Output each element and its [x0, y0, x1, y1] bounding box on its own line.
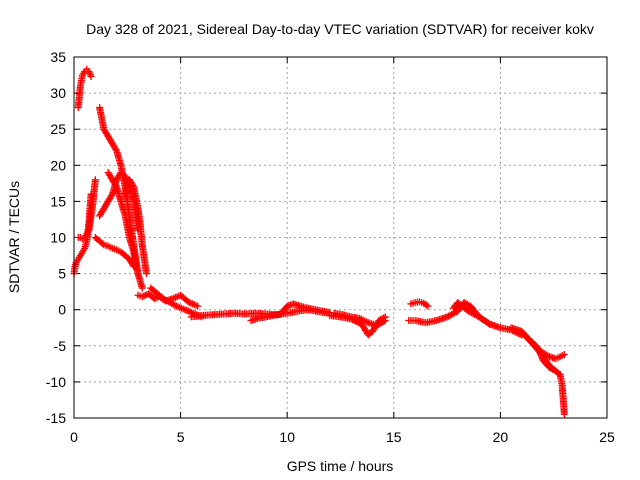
- plot-frame: [73, 56, 608, 419]
- series-arc-flat-b: [247, 300, 334, 325]
- data-point-trail: [445, 312, 453, 320]
- data-point-trail: [171, 301, 179, 309]
- series-arc-late-c: [449, 298, 526, 339]
- y-tick-label: 0: [58, 302, 66, 318]
- y-tick-label: -15: [46, 410, 66, 426]
- data-point-trail: [472, 311, 480, 319]
- data-point: [142, 270, 150, 278]
- y-tick-label: 15: [50, 193, 66, 209]
- data-point-trail: [129, 182, 137, 190]
- y-tick-label: 10: [50, 230, 66, 246]
- y-tick-label: 30: [50, 85, 66, 101]
- data-point: [194, 302, 202, 310]
- data-point-trail: [380, 317, 388, 325]
- x-tick-label: 20: [493, 429, 509, 445]
- data-point: [87, 72, 95, 80]
- data-point: [560, 350, 568, 358]
- data-point-trail: [112, 145, 120, 153]
- data-point: [91, 176, 99, 184]
- data-point-trail: [422, 301, 430, 309]
- data-point-trail: [469, 310, 477, 318]
- x-tick-label: 5: [177, 429, 185, 445]
- series-arc-peak-c: [91, 234, 138, 270]
- grid-lines: [74, 57, 607, 418]
- y-tick-label: 5: [58, 266, 66, 282]
- x-tick-label: 10: [279, 429, 295, 445]
- x-tick-label: 15: [386, 429, 402, 445]
- data-point: [556, 371, 564, 379]
- data-point: [443, 313, 451, 321]
- data-point: [381, 317, 389, 325]
- data-point-trail: [544, 352, 552, 360]
- data-point-trail: [471, 310, 479, 318]
- series-arc-peak-e: [104, 169, 146, 292]
- x-tick-label: 25: [599, 429, 615, 445]
- series-arc-early-high: [74, 65, 95, 112]
- y-axis-label: SDTVAR / TECUs: [6, 181, 22, 293]
- series-arc-mid-b: [330, 309, 389, 330]
- data-point-trail: [353, 318, 361, 326]
- data-point: [138, 293, 146, 301]
- data-point-trail: [451, 309, 459, 317]
- y-tick-label: 25: [50, 121, 66, 137]
- data-point-trail: [467, 309, 475, 317]
- y-tick-label: 35: [50, 49, 66, 65]
- y-tick-label: -5: [54, 338, 67, 354]
- data-point-trail: [98, 240, 106, 248]
- data-series: [70, 65, 568, 418]
- x-axis-label: GPS time / hours: [287, 458, 394, 474]
- data-point-trail: [140, 292, 148, 300]
- chart-title: Day 328 of 2021, Sidereal Day-to-day VTE…: [86, 21, 594, 37]
- series-arc-tail-a: [507, 324, 568, 363]
- data-point-trail: [108, 192, 116, 200]
- series-arc-tail-b: [528, 338, 568, 418]
- data-point-trail: [466, 308, 474, 316]
- x-axis-ticks: 0 5 10 15 20 25: [70, 57, 615, 445]
- data-point-trail: [86, 71, 94, 79]
- data-point-trail: [448, 310, 456, 318]
- series-arc-peak-d: [121, 176, 150, 278]
- series-arc-late-a: [407, 298, 432, 310]
- data-point-trail: [446, 311, 454, 319]
- series-arc-early-b: [74, 176, 99, 243]
- data-point: [464, 307, 472, 315]
- series-arc-late-b: [405, 298, 494, 328]
- data-point: [424, 302, 432, 310]
- data-point: [138, 284, 146, 292]
- data-point-trail: [555, 369, 563, 377]
- x-tick-label: 0: [70, 429, 78, 445]
- data-point: [560, 410, 568, 418]
- series-arc-tail-c: [518, 329, 564, 379]
- data-point-trail: [112, 182, 120, 190]
- y-tick-label: -10: [46, 374, 66, 390]
- y-tick-label: 20: [50, 157, 66, 173]
